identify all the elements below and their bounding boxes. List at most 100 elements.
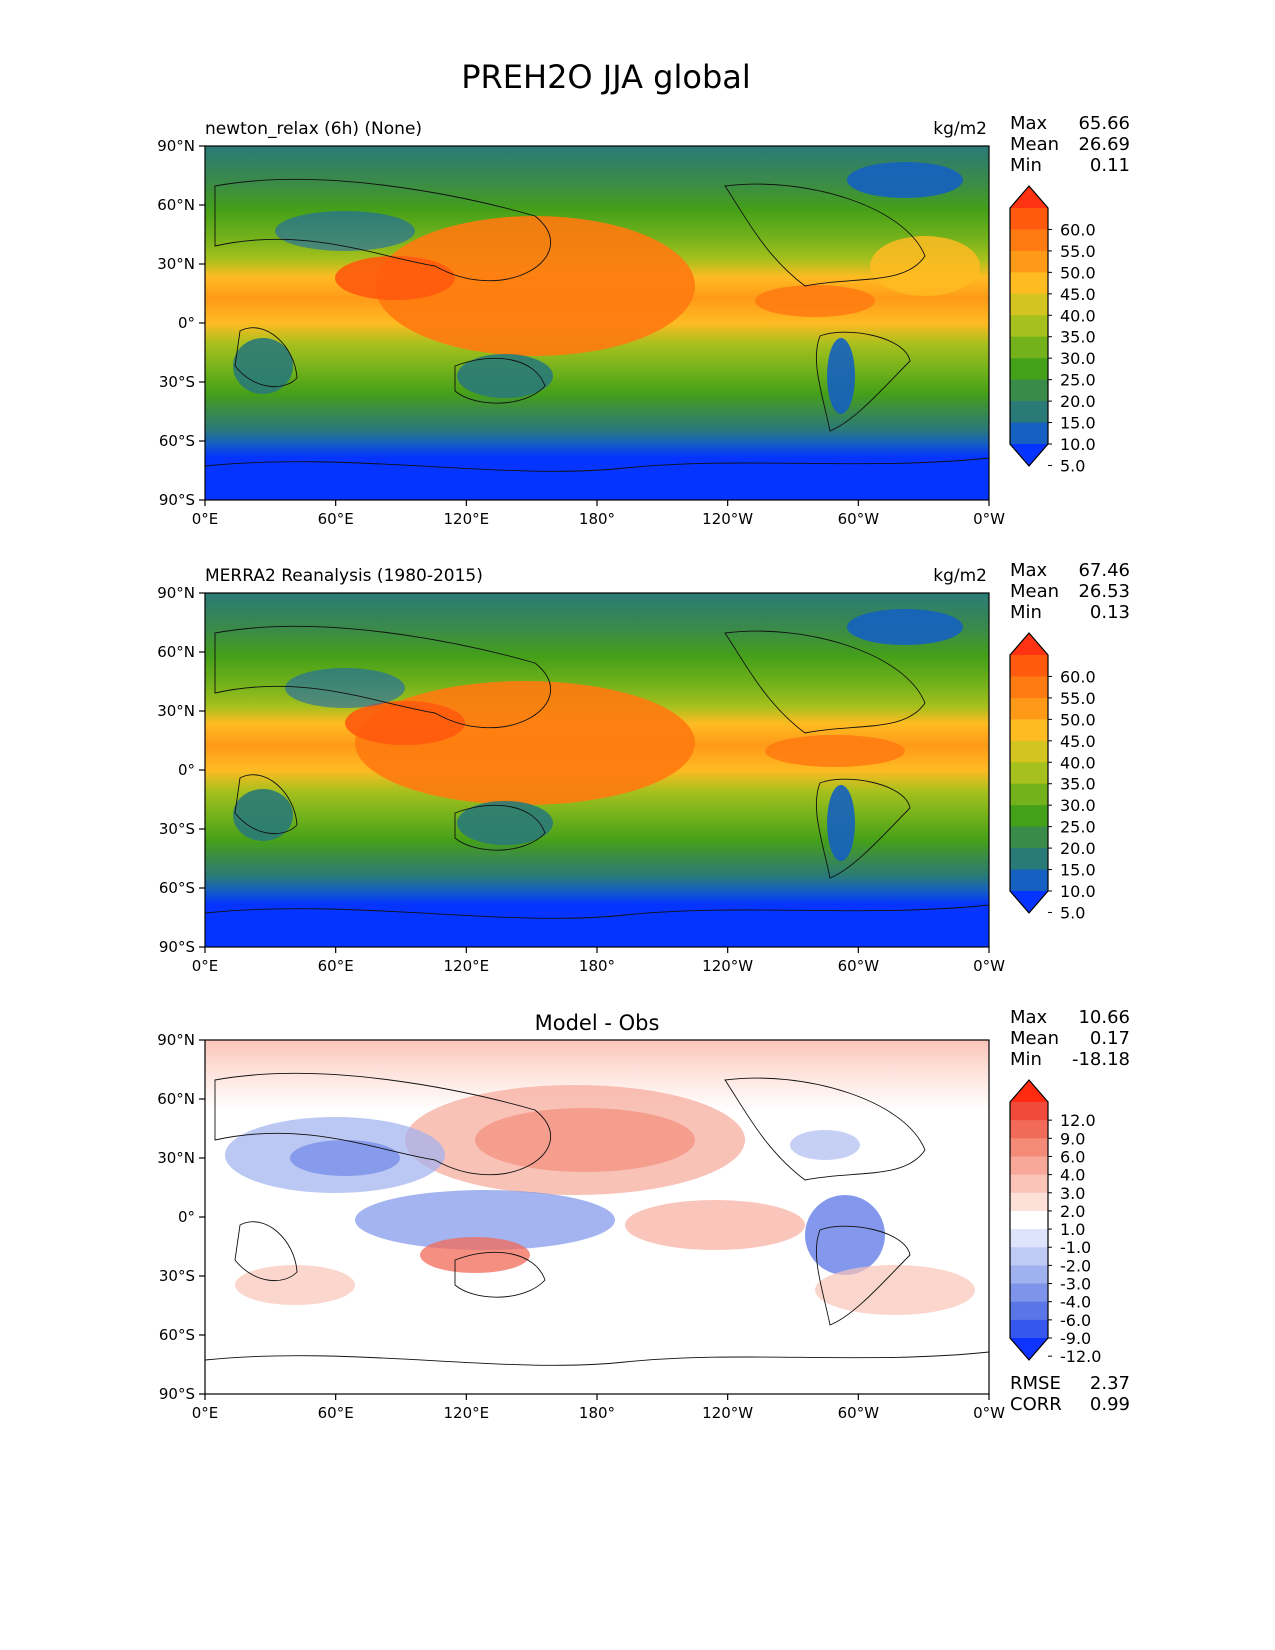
- x-tick-label: 0°W: [973, 1404, 1005, 1422]
- y-tick-label: 30°N: [157, 1149, 195, 1167]
- x-tick-label: 120°W: [702, 510, 753, 528]
- stat-label: Mean: [1010, 1028, 1059, 1049]
- colorbar-label: 5.0: [1060, 456, 1085, 475]
- y-tick-label: 0°: [178, 1208, 195, 1226]
- colorbar: 12.09.06.04.03.02.01.0-1.0-2.0-3.0-4.0-6…: [1009, 1079, 1101, 1366]
- colorbar: 60.0 55.0 50.0 45.0 40.0 35.0 30.0 25.0 20.0 15.0…: [1009, 632, 1096, 922]
- y-tick-label: 60°N: [157, 1090, 195, 1108]
- colorbar-label: -1.0: [1060, 1238, 1091, 1257]
- colorbar-swatch: [1010, 826, 1048, 849]
- colorbar-label: -4.0: [1060, 1293, 1091, 1312]
- x-tick-label: 0°W: [973, 957, 1005, 975]
- colorbar-label: 15.0: [1060, 861, 1096, 880]
- map-field: [205, 146, 989, 500]
- colorbar-swatch: [1010, 697, 1048, 720]
- panel-title: MERRA2 Reanalysis (1980-2015): [205, 566, 483, 586]
- y-tick-labels: 90°N 60°N 30°N 0° 30°S 60°S 90°S: [157, 1031, 195, 1403]
- colorbar-extend-bottom: [1010, 891, 1048, 913]
- stat-label: Min: [1010, 1049, 1042, 1070]
- colorbar-swatch: [1010, 1120, 1048, 1139]
- y-tick-label: 60°S: [159, 432, 195, 450]
- stat-label: Mean: [1010, 581, 1059, 602]
- x-tick-labels: 0°E 60°E 120°E 180° 120°W 60°W 0°W: [192, 957, 1005, 975]
- y-tick-label: 90°S: [159, 1385, 195, 1403]
- y-ticks: [199, 1039, 205, 1395]
- colorbar-extend-top: [1010, 633, 1048, 655]
- x-tick-label: 120°E: [444, 957, 490, 975]
- colorbar-swatch: [1010, 1229, 1048, 1248]
- y-tick-label: 60°N: [157, 643, 195, 661]
- x-tick-label: 0°E: [192, 1404, 219, 1422]
- colorbar-swatch: [1010, 1319, 1048, 1339]
- x-tick-label: 120°E: [444, 1404, 490, 1422]
- stats-box: Max 67.46 Mean 26.53 Min 0.13: [1010, 560, 1130, 623]
- stat-value: 65.66: [1078, 113, 1130, 134]
- colorbar-swatch: [1010, 358, 1048, 381]
- colorbar-swatch: [1010, 805, 1048, 828]
- colorbar-swatch: [1010, 762, 1048, 785]
- colorbar-label: 40.0: [1060, 753, 1096, 772]
- colorbar-extend-top: [1010, 186, 1048, 208]
- stat-label: RMSE: [1010, 1373, 1061, 1394]
- colorbar-swatch: [1010, 336, 1048, 359]
- colorbar-swatch: [1010, 293, 1048, 316]
- panel-3: Model - Obs 0°E 60°E 120°E: [157, 1007, 1130, 1422]
- x-tick-label: 0°E: [192, 510, 219, 528]
- stat-value: 0.17: [1090, 1028, 1130, 1049]
- stat-value: 0.11: [1090, 155, 1130, 176]
- y-tick-label: 90°N: [157, 1031, 195, 1049]
- colorbar-label: 40.0: [1060, 306, 1096, 325]
- stat-label: Mean: [1010, 134, 1059, 155]
- colorbar-label: 55.0: [1060, 689, 1096, 708]
- colorbar-label: 20.0: [1060, 839, 1096, 858]
- colorbar-label: 35.0: [1060, 775, 1096, 794]
- x-tick-label: 120°W: [702, 957, 753, 975]
- colorbar-swatch: [1010, 1174, 1048, 1194]
- colorbar-label: 9.0: [1060, 1129, 1085, 1148]
- colorbar-label: -3.0: [1060, 1275, 1091, 1294]
- stat-value: 26.69: [1078, 134, 1130, 155]
- colorbar-extend-bottom: [1010, 444, 1048, 466]
- colorbar-swatch: [1010, 655, 1048, 677]
- colorbar-label: 25.0: [1060, 818, 1096, 837]
- colorbar-label: -12.0: [1060, 1347, 1101, 1366]
- colorbar-swatch: [1010, 719, 1048, 742]
- x-tick-label: 180°: [579, 1404, 615, 1422]
- x-tick-label: 120°W: [702, 1404, 753, 1422]
- stat-value: 26.53: [1078, 581, 1130, 602]
- colorbar-label: 45.0: [1060, 285, 1096, 304]
- colorbar-swatch: [1010, 1283, 1048, 1303]
- colorbar-label: 30.0: [1060, 349, 1096, 368]
- colorbar-swatch: [1010, 1102, 1048, 1121]
- error-stats: RMSE 2.37 CORR 0.99: [1010, 1373, 1130, 1415]
- stat-label: Min: [1010, 155, 1042, 176]
- colorbar-label: 20.0: [1060, 392, 1096, 411]
- x-ticks: [204, 500, 990, 506]
- y-tick-label: 0°: [178, 314, 195, 332]
- y-tick-label: 0°: [178, 761, 195, 779]
- colorbar-label: 2.0: [1060, 1202, 1085, 1221]
- colorbar-swatch: [1010, 379, 1048, 402]
- y-tick-label: 30°N: [157, 702, 195, 720]
- stats-box: Max 65.66 Mean 26.69 Min 0.11: [1010, 113, 1130, 176]
- stat-value: -18.18: [1072, 1049, 1130, 1070]
- y-tick-label: 90°S: [159, 491, 195, 509]
- colorbar-swatch: [1010, 422, 1048, 445]
- colorbar-label: 60.0: [1060, 667, 1096, 686]
- x-tick-label: 180°: [579, 510, 615, 528]
- colorbar-swatch: [1010, 272, 1048, 295]
- stat-label: Min: [1010, 602, 1042, 623]
- stat-label: Max: [1010, 1007, 1048, 1028]
- panel-2: MERRA2 Reanalysis (1980-2015) kg/m2 0°E …: [157, 560, 1130, 975]
- panel-units: kg/m2: [933, 566, 987, 586]
- colorbar-label: 30.0: [1060, 796, 1096, 815]
- colorbar-label: 55.0: [1060, 242, 1096, 261]
- x-tick-label: 120°E: [444, 510, 490, 528]
- colorbar-label: -2.0: [1060, 1256, 1091, 1275]
- stat-label: Max: [1010, 113, 1048, 134]
- colorbar-label: 45.0: [1060, 732, 1096, 751]
- y-tick-label: 60°S: [159, 879, 195, 897]
- colorbar-swatch: [1010, 848, 1048, 871]
- colorbar-label: 5.0: [1060, 903, 1085, 922]
- x-tick-label: 60°W: [838, 510, 880, 528]
